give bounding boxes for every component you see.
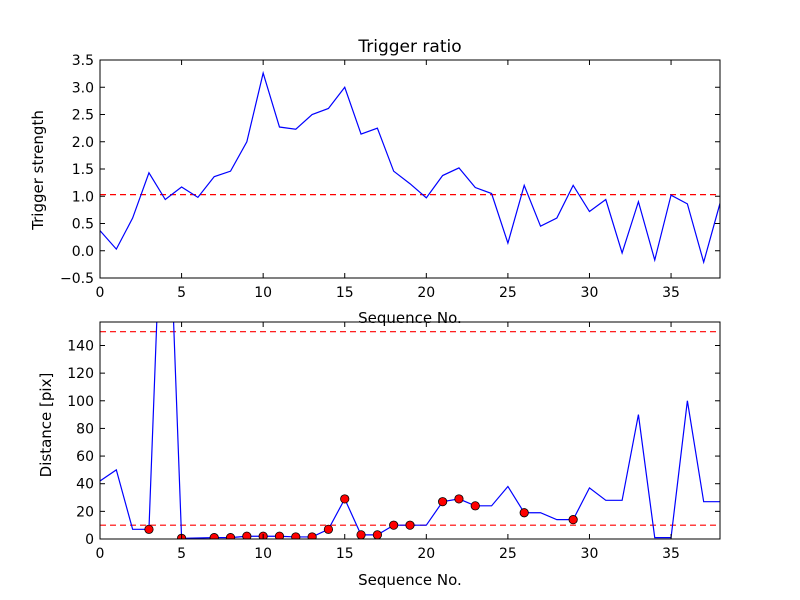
y-tick-label: 20 <box>76 504 94 520</box>
y-tick-label: 100 <box>67 394 94 410</box>
y-tick-label: 60 <box>76 449 94 465</box>
plot-area: 0 5 10 15 20 25 30 35 −0.5 0.0 0.5 1.0 1.5 2.0 2.5 3.0 3… <box>60 53 721 301</box>
x-tick-label: 10 <box>254 285 272 301</box>
y-tick-label: 2.0 <box>72 135 94 151</box>
y-tick-label: 120 <box>67 366 94 382</box>
x-tick-label: 20 <box>417 546 435 562</box>
data-point <box>144 524 154 534</box>
data-point <box>209 533 219 539</box>
y-axis-label: Trigger strength <box>29 110 47 231</box>
x-tick-label: 15 <box>336 546 354 562</box>
x-tick-label: 5 <box>177 546 186 562</box>
data-point <box>323 524 334 534</box>
y-tick-label: 3.0 <box>72 80 94 96</box>
series-line <box>100 70 720 265</box>
y-tick-label: 80 <box>76 421 94 437</box>
data-point <box>372 530 382 539</box>
data-point <box>242 531 252 539</box>
axes-frame <box>99 321 721 540</box>
x-tick-label: 30 <box>581 285 599 301</box>
data-point <box>438 497 448 507</box>
data-point <box>340 494 350 504</box>
x-tick-label: 10 <box>254 546 272 562</box>
y-tick-label: 3.5 <box>72 53 94 69</box>
data-point <box>307 532 317 539</box>
x-tick-label: 35 <box>662 285 680 301</box>
x-tick-label: 25 <box>499 285 517 301</box>
data-point <box>225 533 236 539</box>
y-tick-label: 0 <box>85 532 94 548</box>
x-tick-label: 5 <box>177 285 186 301</box>
y-tick-label: 0.0 <box>72 244 94 260</box>
data-point <box>356 530 366 539</box>
chart-title: Trigger ratio <box>357 37 461 57</box>
x-tick-label: 20 <box>417 285 435 301</box>
data-point <box>291 532 301 539</box>
y-tick-label: 1.0 <box>72 189 94 205</box>
data-point <box>454 494 464 504</box>
plot-area: 0 5 10 15 20 25 30 35 0 20 40 60 80 100 120 140 <box>67 321 721 562</box>
x-tick-label: 25 <box>499 546 517 562</box>
y-tick-label: 140 <box>67 338 94 354</box>
x-tick-label: 0 <box>96 546 105 562</box>
plot-content <box>100 70 720 265</box>
data-point <box>405 520 415 530</box>
y-tick-label: 2.5 <box>72 108 94 124</box>
y-axis-label: Distance [pix] <box>37 373 55 478</box>
y-tick-label: 0.5 <box>72 217 94 233</box>
x-tick-label: 15 <box>336 285 354 301</box>
data-point <box>274 531 285 539</box>
x-tick-label: 30 <box>581 546 599 562</box>
plot-content <box>100 322 720 539</box>
y-tick-label: 40 <box>76 477 94 493</box>
distance-chart: Sequence No. Distance [pix] 0 5 10 15 20 25 30… <box>37 321 721 589</box>
trigger-ratio-chart: Trigger ratio Sequence No. Trigger stren… <box>29 37 721 327</box>
data-point <box>470 501 480 511</box>
x-axis-label: Sequence No. <box>358 309 462 327</box>
y-tick-label: 1.5 <box>72 162 94 178</box>
x-axis-label: Sequence No. <box>358 571 462 589</box>
y-tick-label: −0.5 <box>60 271 94 287</box>
x-tick-label: 0 <box>96 285 105 301</box>
data-point <box>519 508 529 518</box>
x-tick-label: 35 <box>662 546 680 562</box>
data-point <box>389 520 399 530</box>
data-point <box>568 515 578 525</box>
